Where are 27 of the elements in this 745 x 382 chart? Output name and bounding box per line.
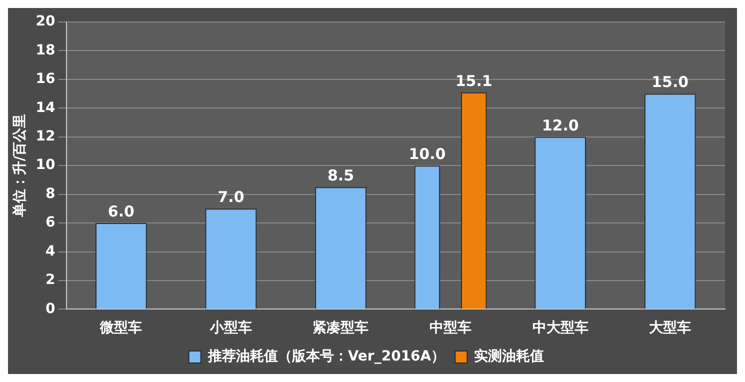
legend-label: 实测油耗值 [474, 348, 544, 365]
y-tick-label: 2 [46, 272, 56, 288]
x-tick-label: 大型车 [649, 319, 692, 336]
data-label: 6.0 [108, 202, 134, 220]
y-tick-label: 4 [46, 243, 56, 260]
data-label: 10.0 [408, 144, 446, 163]
legend-label: 推荐油耗值（版本号：Ver_2016A） [206, 348, 446, 365]
x-tick-label: 紧凑型车 [312, 319, 369, 336]
data-label: 12.0 [542, 116, 579, 134]
x-tick-label: 中大型车 [532, 319, 588, 336]
y-tick-label: 16 [36, 71, 56, 88]
data-label: 15.1 [455, 72, 492, 90]
y-tick-label: 10 [36, 157, 56, 174]
x-tick-label: 小型车 [208, 319, 252, 336]
y-tick-label: 6 [46, 214, 56, 231]
y-tick-label: 20 [36, 14, 56, 30]
x-tick-label: 微型车 [99, 319, 142, 336]
y-tick-label: 8 [46, 186, 56, 202]
y-tick-label: 18 [36, 42, 56, 58]
data-label: 15.0 [652, 73, 689, 92]
data-label: 8.5 [327, 166, 354, 185]
data-label: 7.0 [218, 188, 244, 206]
y-tick-label: 14 [36, 100, 56, 116]
x-tick-label: 中型车 [430, 319, 472, 336]
y-axis-title: 单位：升/百公里 [11, 114, 28, 218]
y-tick-label: 0 [46, 300, 56, 317]
y-tick-label: 12 [36, 128, 56, 145]
